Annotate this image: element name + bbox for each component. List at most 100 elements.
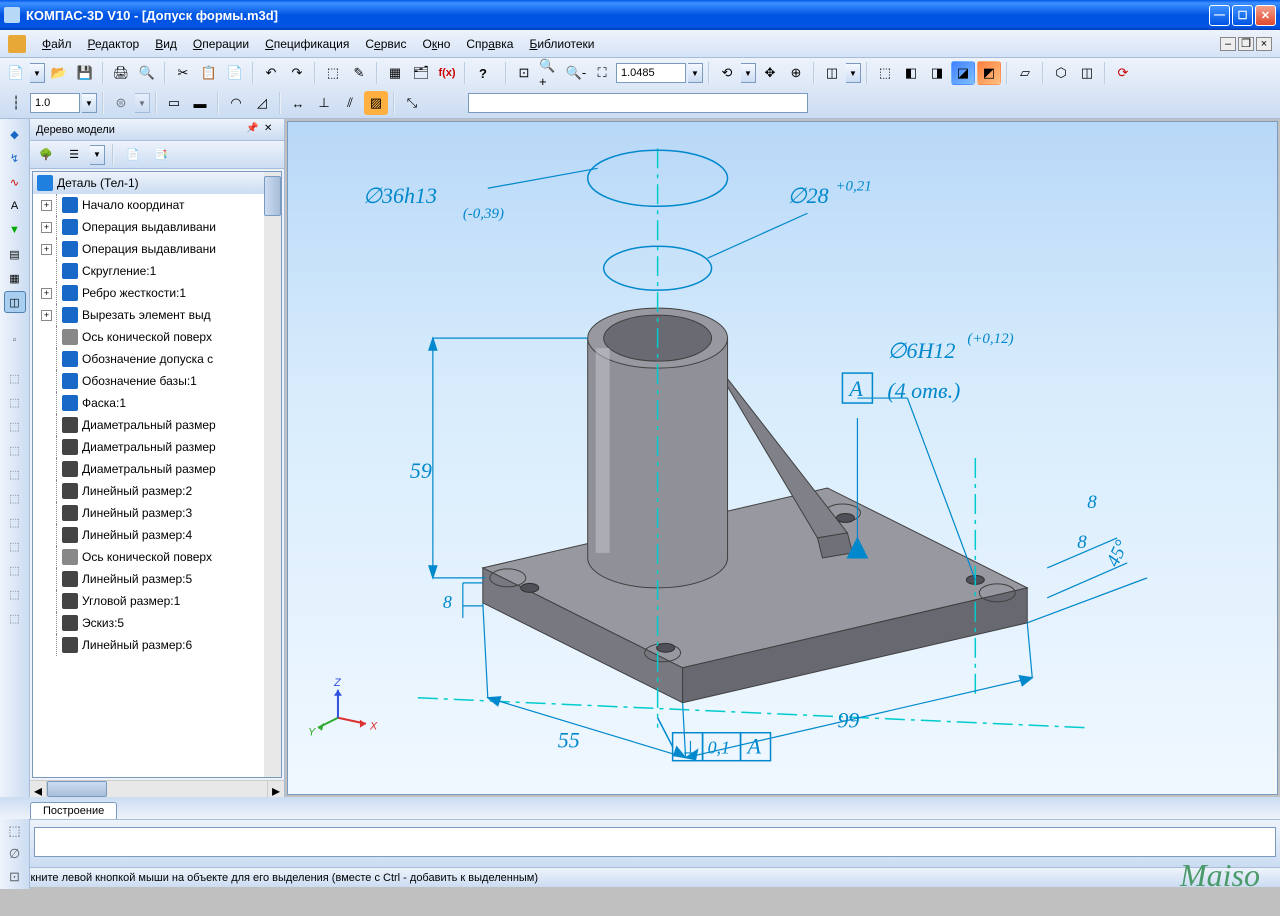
menu-file[interactable]: Файл xyxy=(34,34,80,54)
undo-button[interactable]: ↶ xyxy=(259,61,283,85)
menu-editor[interactable]: Редактор xyxy=(80,34,148,54)
tree-item[interactable]: Обозначение допуска с xyxy=(33,348,281,370)
tree-item[interactable]: Угловой размер:1 xyxy=(33,590,281,612)
tree-expand-icon[interactable]: + xyxy=(41,200,52,211)
menu-libraries[interactable]: Библиотеки xyxy=(521,34,602,54)
tree-item[interactable]: Ось конической поверх xyxy=(33,326,281,348)
relation-button[interactable]: ⫽ xyxy=(338,91,362,115)
tree-item[interactable]: Линейный размер:5 xyxy=(33,568,281,590)
lt-op8-icon[interactable]: ⬚ xyxy=(4,535,26,557)
mdi-restore[interactable]: ❐ xyxy=(1238,37,1254,51)
highlight-button[interactable]: ▨ xyxy=(364,91,388,115)
lt-extrude-icon[interactable]: ▫ xyxy=(4,329,26,351)
command-input[interactable] xyxy=(34,827,1276,857)
lt-op5-icon[interactable]: ⬚ xyxy=(4,463,26,485)
lt-spec-icon[interactable]: ▤ xyxy=(4,243,26,265)
menu-window[interactable]: Окно xyxy=(414,34,458,54)
tree-item[interactable]: Линейный размер:3 xyxy=(33,502,281,524)
rebuild-button[interactable]: ⟳ xyxy=(1111,61,1135,85)
tree-scrollbar-h[interactable]: ◂ ▸ xyxy=(30,780,284,797)
close-button[interactable]: ✕ xyxy=(1255,5,1276,26)
lt-op11-icon[interactable]: ⬚ xyxy=(4,607,26,629)
lt-filter-icon[interactable]: ▼ xyxy=(4,219,26,241)
tab-build[interactable]: Построение xyxy=(30,802,117,819)
tree-item[interactable]: Эскиз:5 xyxy=(33,612,281,634)
3d-viewport[interactable]: ∅36h13 (-0,39) ∅28 +0,21 ∅6H12 (+0,12) (… xyxy=(287,121,1278,795)
menu-help[interactable]: Справка xyxy=(458,34,521,54)
lt-op3-icon[interactable]: ⬚ xyxy=(4,415,26,437)
view-dropdown[interactable]: ▼ xyxy=(846,63,861,83)
coord-mode-button[interactable]: ⤡ xyxy=(400,91,424,115)
tree-item[interactable]: Фаска:1 xyxy=(33,392,281,414)
menu-operations[interactable]: Операции xyxy=(185,34,257,54)
lt-op7-icon[interactable]: ⬚ xyxy=(4,511,26,533)
tree-expand-icon[interactable]: + xyxy=(41,222,52,233)
save-button[interactable]: 💾 xyxy=(73,61,97,85)
simplify-button[interactable]: ⬡ xyxy=(1049,61,1073,85)
tree-item[interactable]: Скругление:1 xyxy=(33,260,281,282)
tree-item[interactable]: +Операция выдавливани xyxy=(33,216,281,238)
lt-measure-icon[interactable]: ◫ xyxy=(4,291,26,313)
maximize-button[interactable]: ☐ xyxy=(1232,5,1253,26)
view-iso-button[interactable]: ◫ xyxy=(820,61,844,85)
body-button[interactable]: ▬ xyxy=(188,91,212,115)
lt-axis-icon[interactable]: ↯ xyxy=(4,147,26,169)
zoom-realtime-button[interactable]: ⊕ xyxy=(784,61,808,85)
menu-service[interactable]: Сервис xyxy=(357,34,414,54)
open-button[interactable]: 📂 xyxy=(47,61,71,85)
line-weight-dropdown[interactable]: ▼ xyxy=(82,93,97,113)
tree-item[interactable]: Обозначение базы:1 xyxy=(33,370,281,392)
tree-item[interactable]: +Ребро жесткости:1 xyxy=(33,282,281,304)
constraint-button[interactable]: ⊥ xyxy=(312,91,336,115)
bl-icon3[interactable]: ⊡ xyxy=(3,866,27,887)
tree-item[interactable]: Линейный размер:4 xyxy=(33,524,281,546)
help-button[interactable]: ? xyxy=(471,61,495,85)
tree-item[interactable]: Диаметральный размер xyxy=(33,458,281,480)
wireframe-button[interactable]: ⬚ xyxy=(873,61,897,85)
bl-icon1[interactable]: ⬚ xyxy=(3,821,27,842)
tree-item[interactable]: Линейный размер:6 xyxy=(33,634,281,656)
lt-op2-icon[interactable]: ⬚ xyxy=(4,391,26,413)
nohidden-button[interactable]: ◨ xyxy=(925,61,949,85)
props-button[interactable]: ⬚ xyxy=(321,61,345,85)
fillet-button[interactable]: ◠ xyxy=(224,91,248,115)
hidden-button[interactable]: ◧ xyxy=(899,61,923,85)
shaded-button[interactable]: ◪ xyxy=(951,61,975,85)
print-button[interactable]: 🖨 xyxy=(109,61,133,85)
pane-button[interactable]: ▦ xyxy=(383,61,407,85)
fx-button[interactable]: f(x) xyxy=(435,61,459,85)
dim-button[interactable]: ↔ xyxy=(286,91,310,115)
tree-list-dropdown[interactable]: ▼ xyxy=(90,145,105,165)
lt-geom-icon[interactable]: ◆ xyxy=(4,123,26,145)
lt-op4-icon[interactable]: ⬚ xyxy=(4,439,26,461)
lt-op10-icon[interactable]: ⬚ xyxy=(4,583,26,605)
tree-pin-button[interactable]: 📌 xyxy=(246,123,260,137)
menu-app-icon[interactable] xyxy=(8,35,26,53)
new-doc-dropdown[interactable]: ▼ xyxy=(30,63,45,83)
tree-expand-icon[interactable]: + xyxy=(41,310,52,321)
lib-button[interactable]: 🗂 xyxy=(409,61,433,85)
cut-button[interactable]: ✂ xyxy=(171,61,195,85)
section-button[interactable]: ◫ xyxy=(1075,61,1099,85)
line-style-button[interactable]: ┆ xyxy=(4,91,28,115)
tree-root[interactable]: Деталь (Тел-1) xyxy=(33,172,281,194)
tree-item[interactable]: Линейный размер:2 xyxy=(33,480,281,502)
tree-body[interactable]: Деталь (Тел-1) +Начало координат+Операци… xyxy=(32,171,282,778)
copy-button[interactable]: 📋 xyxy=(197,61,221,85)
tree-item[interactable]: Диаметральный размер xyxy=(33,436,281,458)
mdi-close[interactable]: × xyxy=(1256,37,1272,51)
menu-specification[interactable]: Спецификация xyxy=(257,34,357,54)
zoom-dropdown[interactable]: ▼ xyxy=(688,63,703,83)
tree-scrollbar-v[interactable] xyxy=(264,172,281,777)
tree-item[interactable]: +Начало координат xyxy=(33,194,281,216)
lt-report-icon[interactable]: ▦ xyxy=(4,267,26,289)
pan-button[interactable]: ✥ xyxy=(758,61,782,85)
surface-button[interactable]: ▭ xyxy=(162,91,186,115)
tree-list-button[interactable]: ☰ xyxy=(62,143,86,167)
orbit-dropdown[interactable]: ▼ xyxy=(741,63,756,83)
chamfer-button[interactable]: ◿ xyxy=(250,91,274,115)
tree-view-button[interactable]: 🌳 xyxy=(34,143,58,167)
zoom-input[interactable] xyxy=(616,63,686,83)
menu-view[interactable]: Вид xyxy=(147,34,185,54)
tree-item[interactable]: Ось конической поверх xyxy=(33,546,281,568)
